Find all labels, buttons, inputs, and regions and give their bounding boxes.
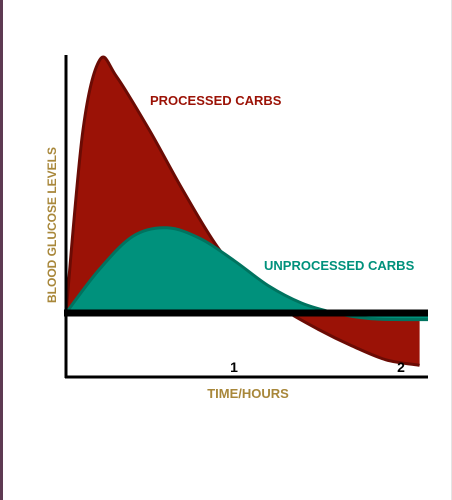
area-unprocessed-carbs <box>66 227 428 320</box>
series-label-processed: PROCESSED CARBS <box>150 93 282 108</box>
axes <box>64 55 428 379</box>
line-unprocessed-carbs <box>64 226 429 322</box>
x-tick-2: 2 <box>397 359 405 375</box>
series-label-unprocessed: UNPROCESSED CARBS <box>264 258 415 273</box>
left-border <box>0 0 3 500</box>
x-ticks: 1 2 <box>230 359 405 375</box>
y-axis-label: BLOOD GLUCOSE LEVELS <box>45 147 59 303</box>
x-tick-1: 1 <box>230 359 238 375</box>
series-areas <box>64 55 429 367</box>
x-axis-label: TIME/HOURS <box>207 386 289 401</box>
line-processed-carbs <box>64 55 420 367</box>
